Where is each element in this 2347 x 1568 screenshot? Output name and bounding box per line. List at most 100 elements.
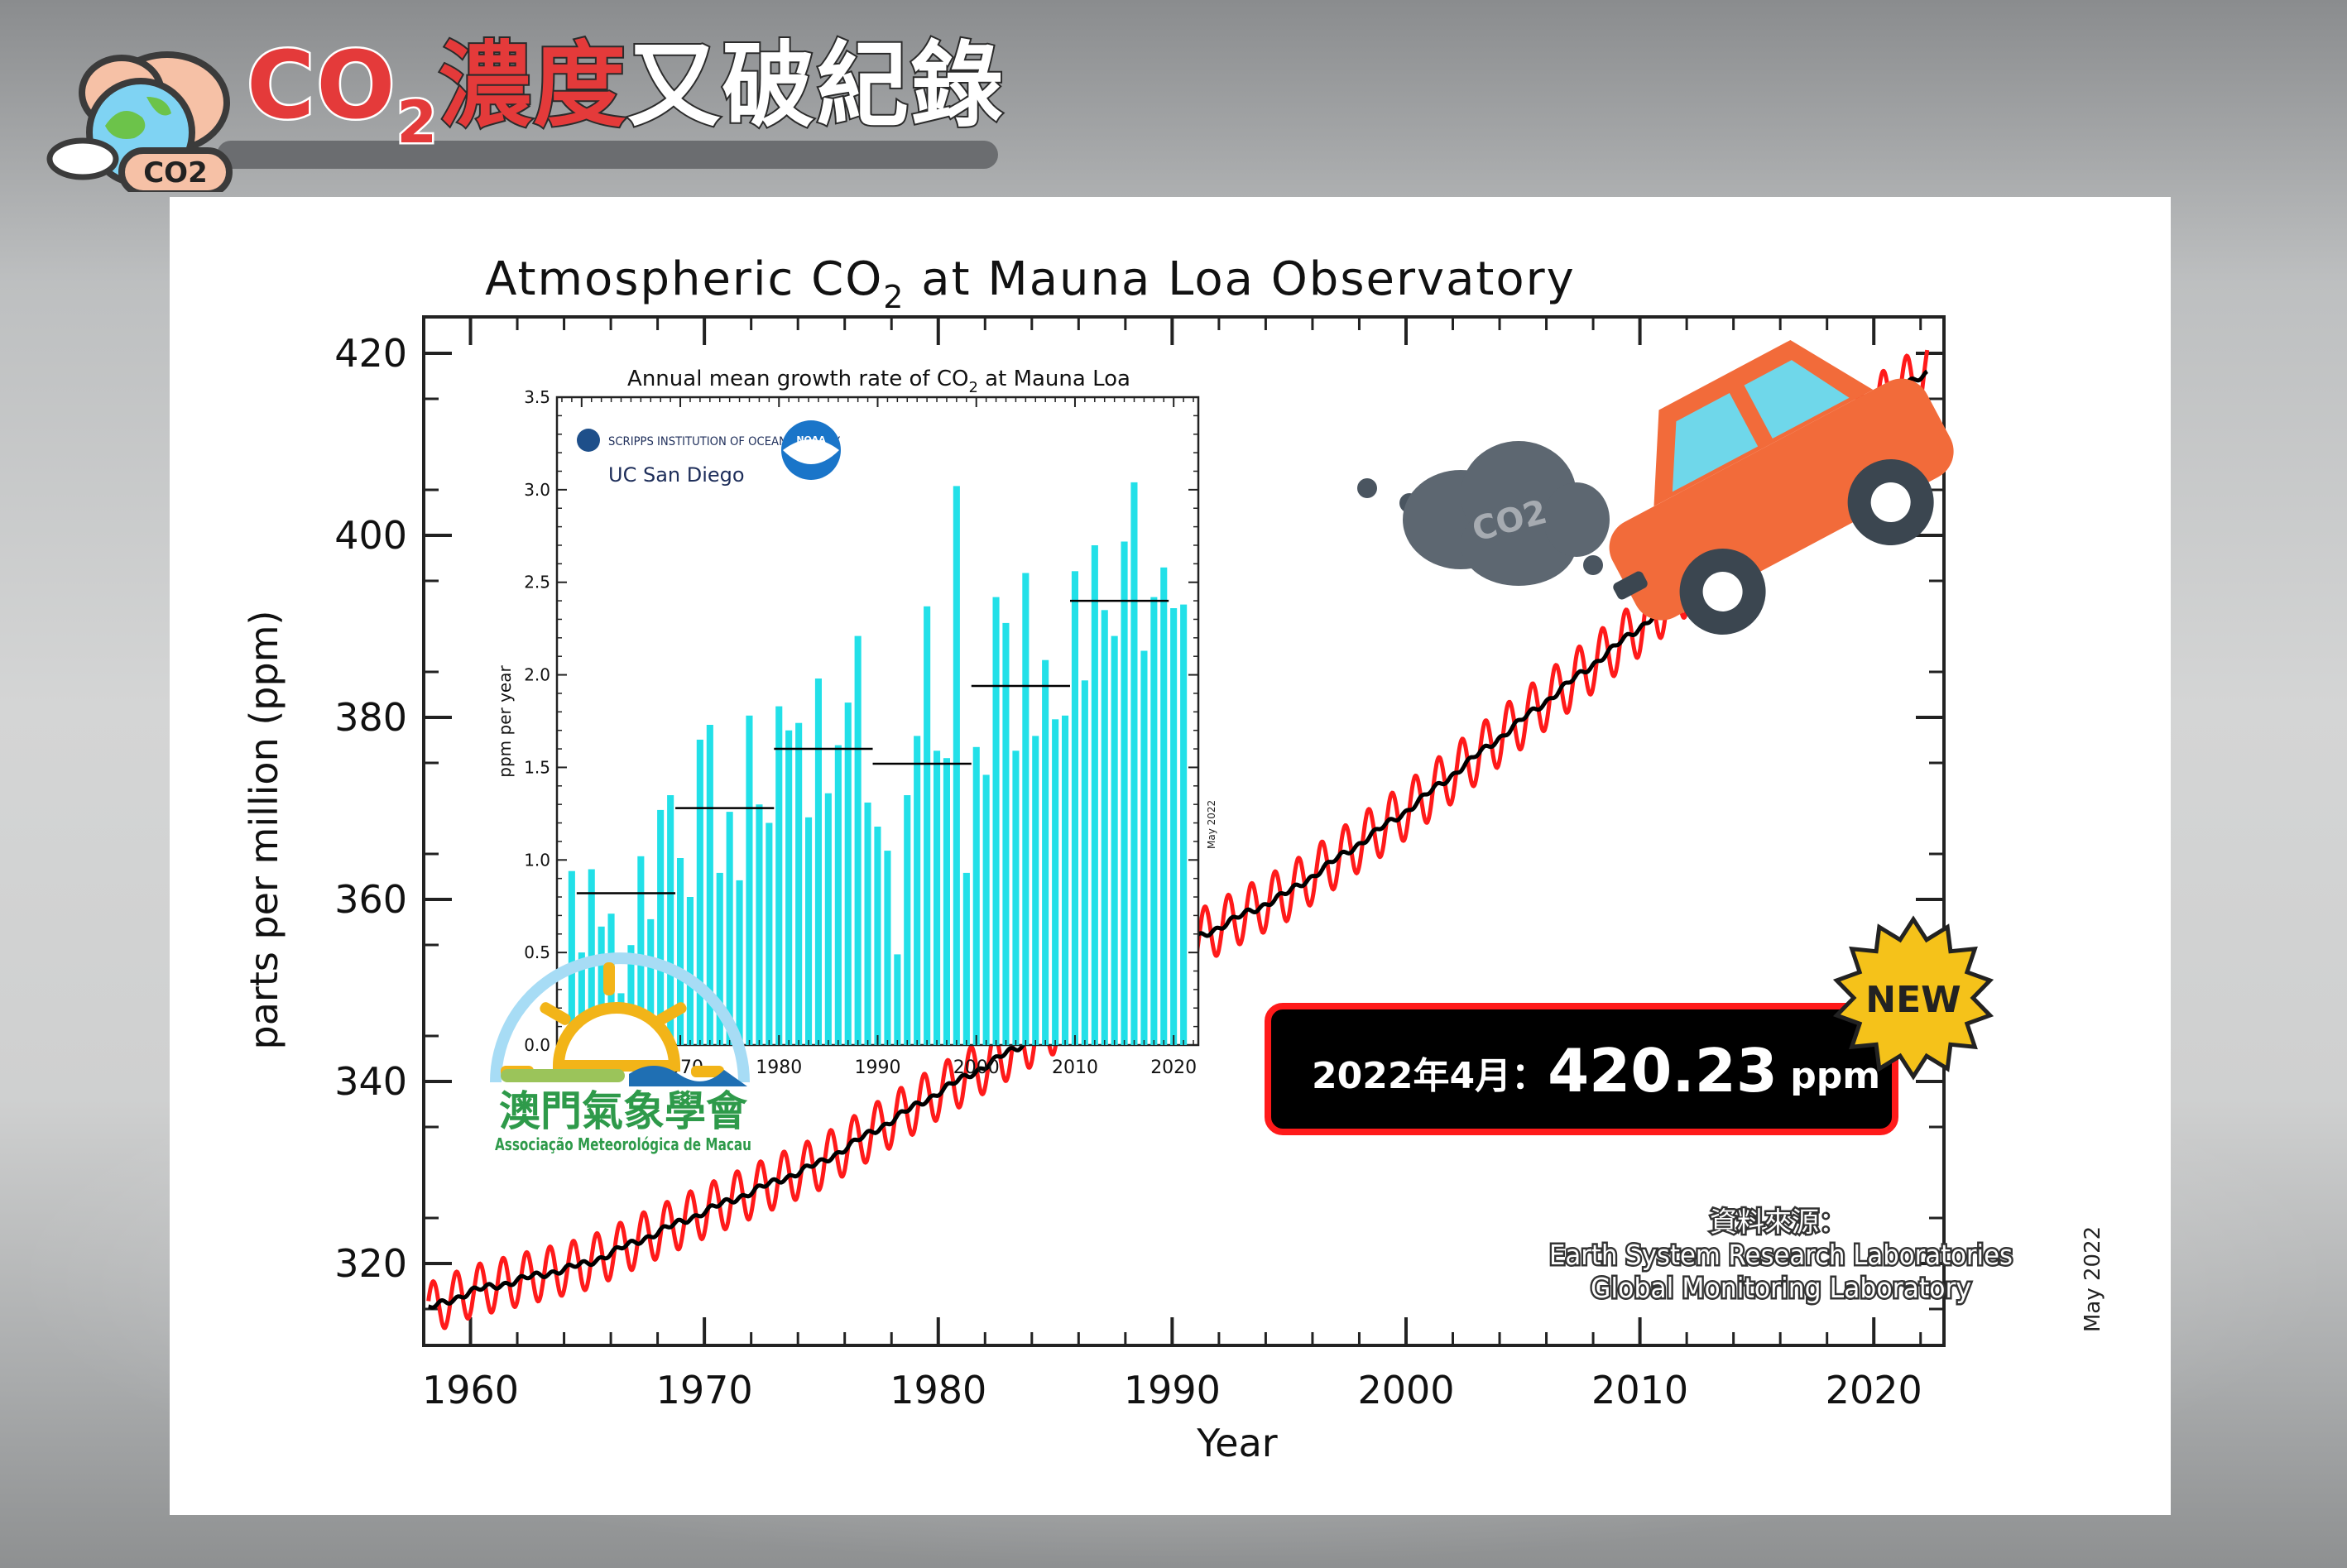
main-x-tick-label: 2010 xyxy=(1591,1368,1688,1412)
inset-bar xyxy=(598,926,605,1045)
inset-bar xyxy=(706,725,713,1045)
main-x-tick-label: 2000 xyxy=(1357,1368,1454,1412)
inset-bar xyxy=(1170,608,1178,1045)
inset-bar xyxy=(854,635,862,1045)
title-record: 又破紀錄 xyxy=(626,32,1006,140)
association-portuguese-name: Associação Meteorológica de Macau xyxy=(495,1134,751,1154)
main-y-tick-label: 340 xyxy=(334,1059,407,1104)
inset-y-tick-labels: 0.0 0.5 1.0 1.5 2.0 2.5 3.0 3.5 xyxy=(524,387,550,1055)
inset-bar xyxy=(686,897,694,1045)
latest-value-badge: 2022年4月：420.23 ppm xyxy=(1265,1003,1898,1135)
inset-y-tick-label: 1.5 xyxy=(524,757,550,777)
main-plot-frame xyxy=(422,315,1946,1347)
badge-value: 420.23 xyxy=(1548,1036,1778,1105)
macao-meteorological-association-logo: 澳門氣象學會 Associação Meteorológica de Macau xyxy=(490,952,751,1154)
inset-bar xyxy=(1062,715,1069,1045)
inset-bars xyxy=(568,482,1188,1045)
inset-bar xyxy=(746,715,753,1045)
inset-bar xyxy=(1081,680,1088,1045)
inset-bar xyxy=(736,880,743,1045)
inset-y-tick-label: 3.0 xyxy=(524,480,550,500)
main-y-tick-label: 420 xyxy=(334,331,407,376)
inset-y-tick-label: 1.0 xyxy=(524,850,550,870)
main-y-tick-label: 320 xyxy=(334,1241,407,1286)
inset-bar xyxy=(962,872,970,1045)
inset-bar xyxy=(834,745,842,1045)
inset-bar xyxy=(1101,610,1108,1045)
main-y-tick-labels: 320 340 360 380 400 420 xyxy=(334,331,407,1286)
main-y-tick-label: 400 xyxy=(334,513,407,558)
badge-unit: ppm xyxy=(1790,1055,1880,1097)
inset-bar xyxy=(657,809,665,1045)
inset-bar xyxy=(1071,571,1078,1045)
inset-bar xyxy=(1022,573,1030,1045)
source-line-2: Global Monitoring Laboratory xyxy=(1591,1272,1971,1304)
title-concentration: 濃度 xyxy=(437,32,628,140)
main-x-tick-label: 1990 xyxy=(1124,1368,1221,1412)
header-underline-bar xyxy=(217,141,998,169)
inset-bar xyxy=(1012,750,1020,1045)
exhaust-cloud-icon: CO2 xyxy=(1357,441,1610,586)
badge-date-label: 2022年4月： xyxy=(1312,1055,1548,1097)
inset-bar xyxy=(696,739,703,1045)
main-x-tick-label: 2020 xyxy=(1826,1368,1922,1412)
inset-bar xyxy=(756,804,763,1045)
page-title: CO2濃度又破紀錄 xyxy=(244,38,1005,154)
inset-bar xyxy=(726,812,733,1045)
inset-decade-means xyxy=(576,599,1169,894)
inset-x-tick-label: 1980 xyxy=(756,1057,802,1078)
inset-bar xyxy=(1160,567,1168,1045)
main-x-tick-label: 1960 xyxy=(422,1368,519,1412)
inset-bar xyxy=(914,736,921,1045)
inset-bar xyxy=(884,851,891,1045)
inset-y-axis-label: ppm per year xyxy=(495,665,515,778)
inset-bar xyxy=(953,486,960,1045)
inset-bar xyxy=(972,746,980,1045)
inset-bar xyxy=(864,802,871,1045)
inset-bar xyxy=(568,870,575,1045)
inset-x-tick-label: 2010 xyxy=(1052,1057,1098,1078)
main-x-axis-label: Year xyxy=(1196,1421,1277,1465)
association-chinese-name: 澳門氣象學會 xyxy=(499,1087,748,1135)
svg-text:2022年4月：420.23 ppm: 2022年4月：420.23 ppm xyxy=(1312,1036,1880,1105)
main-y-axis-label: parts per million (ppm) xyxy=(242,611,286,1050)
inset-bar xyxy=(924,606,931,1045)
inset-x-tick-label: 2020 xyxy=(1150,1057,1197,1078)
inset-bar xyxy=(814,679,822,1045)
inset-bar xyxy=(1150,597,1158,1045)
inset-y-tick-label: 2.5 xyxy=(524,573,550,592)
main-x-tick-labels: 1960 1970 1980 1990 2000 2010 2020 xyxy=(422,1368,1922,1412)
car-icon xyxy=(1609,339,1954,635)
inset-bar xyxy=(1042,659,1049,1045)
inset-bar xyxy=(1052,719,1059,1045)
inset-bar xyxy=(982,774,990,1045)
inset-bar xyxy=(667,795,674,1045)
inset-bar xyxy=(805,817,813,1045)
main-x-tick-label: 1980 xyxy=(890,1368,986,1412)
main-y-tick-label: 360 xyxy=(334,877,407,922)
inset-bar xyxy=(1121,541,1128,1045)
keeling-curve-figure: Atmospheric CO2 at Mauna Loa Observatory… xyxy=(242,252,2105,1465)
inset-bar xyxy=(785,730,793,1045)
inset-bar xyxy=(677,858,684,1045)
inset-bar xyxy=(894,954,901,1045)
main-date-stamp: May 2022 xyxy=(2081,1226,2105,1332)
logo-co2-label: CO2 xyxy=(143,156,208,189)
inset-y-tick-label: 0.5 xyxy=(524,942,550,962)
inset-bar xyxy=(578,952,585,1045)
noaa-logo: NOAA xyxy=(781,420,841,480)
title-co2: CO xyxy=(244,32,397,140)
chart-card: Atmospheric CO2 at Mauna Loa Observatory… xyxy=(170,197,2171,1515)
source-line-1: Earth System Research Laboratories xyxy=(1549,1239,2013,1271)
main-x-tick-label: 1970 xyxy=(656,1368,753,1412)
inset-bar xyxy=(874,827,881,1045)
inset-bar xyxy=(775,706,783,1045)
inset-bar xyxy=(637,856,645,1045)
ucsd-logo: UC San Diego xyxy=(608,463,745,487)
main-chart-title: Atmospheric CO2 at Mauna Loa Observatory xyxy=(485,252,1576,315)
new-badge-star-icon: NEW xyxy=(1832,915,1994,1081)
inset-bar xyxy=(904,795,911,1045)
inset-bar xyxy=(647,918,655,1045)
inset-date-stamp: May 2022 xyxy=(1206,800,1217,849)
inset-bar xyxy=(844,702,852,1045)
